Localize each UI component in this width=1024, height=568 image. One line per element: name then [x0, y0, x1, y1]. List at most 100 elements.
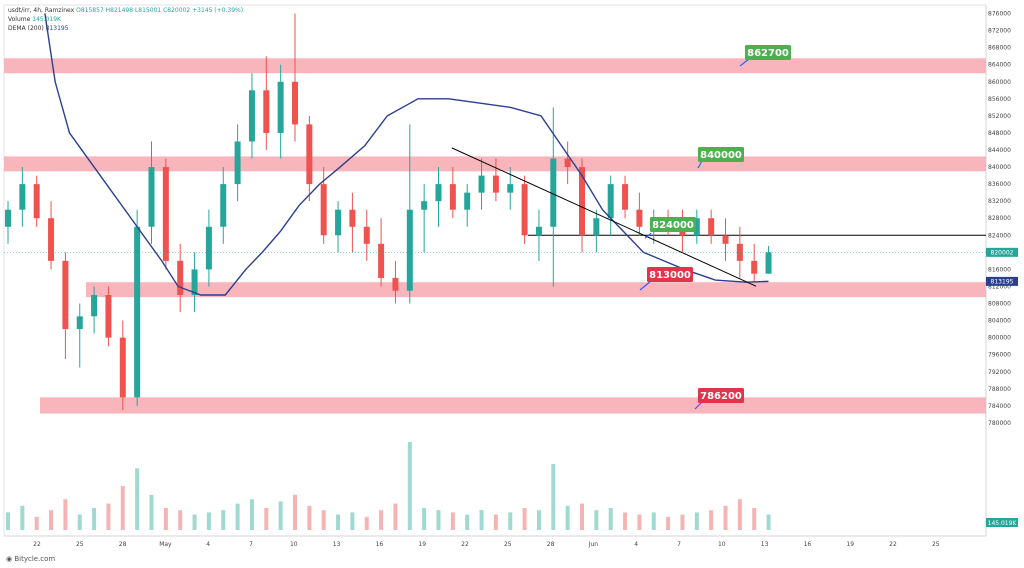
- volume-bar: [293, 494, 297, 530]
- volume-bar: [192, 514, 197, 530]
- y-tick-label: 828000: [988, 215, 1011, 222]
- candle-body: [33, 184, 40, 219]
- volume-bar: [20, 505, 25, 530]
- volume-bar: [278, 501, 283, 530]
- candle-body: [722, 235, 729, 244]
- y-tick-label: 792000: [988, 369, 1011, 376]
- y-tick-label: 840000: [988, 164, 1011, 171]
- x-tick-label: 22: [461, 541, 469, 548]
- volume-bar: [63, 499, 68, 530]
- last-price-tag: 820002: [991, 250, 1014, 257]
- callout-label-support: 786200: [700, 391, 742, 402]
- volume-tag: 145.019K: [988, 520, 1018, 527]
- volume-bar: [479, 510, 484, 530]
- candle-body: [134, 226, 141, 398]
- candle-body: [119, 337, 126, 398]
- x-tick-label: 4: [634, 541, 638, 548]
- callout-label-horizontal: 824000: [652, 220, 694, 231]
- volume-bar: [249, 499, 254, 530]
- candle-body: [292, 81, 298, 125]
- volume-bar: [637, 514, 642, 530]
- volume-bar: [163, 508, 168, 530]
- callout-pointer: [639, 280, 652, 291]
- candle-body: [693, 218, 700, 236]
- candle-body: [521, 184, 528, 236]
- volume-bar: [206, 512, 211, 530]
- y-tick-label: 812000: [988, 283, 1011, 290]
- volume-bar: [135, 468, 140, 530]
- candle-body: [234, 141, 241, 185]
- volume-bar: [709, 510, 714, 530]
- x-tick-label: 22: [33, 541, 41, 548]
- x-tick-label: Jun: [588, 541, 599, 548]
- y-tick-label: 784000: [988, 403, 1011, 410]
- volume-bar: [723, 505, 728, 530]
- legend-symbol: usdt/irr, 4h, Ramzinex: [8, 7, 75, 14]
- legend-dema-label: DEMA (200): [8, 25, 44, 32]
- x-tick-label: 28: [547, 541, 555, 548]
- x-tick-label: 7: [677, 541, 681, 548]
- volume-bar: [34, 516, 39, 530]
- volume-bar: [307, 505, 312, 530]
- callout-box: [745, 45, 791, 60]
- callout-pointer: [694, 401, 703, 410]
- volume-bar: [77, 514, 82, 530]
- candle-body: [435, 184, 442, 202]
- volume-bar: [149, 494, 154, 530]
- callout-pointer: [644, 232, 652, 239]
- legend-ohlc: O815857 H821498 L815001 C820002 +3145 (+…: [76, 7, 244, 14]
- candle-body: [91, 295, 98, 317]
- y-tick-label: 864000: [988, 62, 1011, 69]
- zone-resistance: [4, 58, 986, 74]
- candle-body: [76, 316, 83, 330]
- volume-bar: [680, 514, 685, 530]
- legend-volume-value: 145.019K: [32, 16, 61, 23]
- legend-volume-row: Volume 145.019K: [8, 15, 243, 24]
- candle-body: [5, 209, 11, 227]
- volume-bar: [608, 508, 613, 530]
- candle-body: [607, 184, 614, 219]
- candle-body: [622, 184, 629, 210]
- volume-bar: [92, 508, 97, 530]
- dema-price-tag: 813195: [991, 279, 1014, 286]
- candle-body: [62, 260, 69, 330]
- volume-tag-bg: [986, 518, 1018, 527]
- x-tick-label: May: [159, 541, 172, 548]
- footer-logo-icon: ◉: [6, 555, 15, 563]
- volume-bar: [752, 508, 757, 530]
- x-tick-label: 25: [932, 541, 940, 548]
- x-tick-label: 16: [376, 541, 384, 548]
- candle-body: [277, 81, 284, 133]
- x-tick-label: 16: [804, 541, 812, 548]
- candle-body: [478, 175, 485, 193]
- candle-body: [363, 226, 370, 244]
- candle-body: [19, 184, 26, 210]
- volume-bar: [120, 486, 125, 530]
- volume-bar: [235, 503, 240, 530]
- candle-body: [306, 124, 313, 185]
- candle-body: [162, 167, 169, 261]
- candle-body: [636, 209, 643, 227]
- legend-dema-value: 813195: [45, 25, 69, 32]
- candle-body: [177, 260, 184, 295]
- volume-bar: [536, 510, 541, 530]
- volume-bar: [651, 512, 656, 530]
- y-tick-label: 856000: [988, 96, 1011, 103]
- volume-bar: [407, 442, 412, 530]
- candle-body: [421, 201, 428, 210]
- candle-body: [148, 167, 155, 227]
- y-tick-label: 872000: [988, 28, 1011, 35]
- volume-bar: [565, 505, 570, 530]
- candle-body: [191, 269, 198, 295]
- volume-bar: [6, 512, 10, 530]
- candle-body: [248, 90, 255, 142]
- candle-body: [751, 260, 758, 274]
- candle-body: [105, 295, 112, 338]
- candle-body: [492, 175, 499, 193]
- dema-price-tag-bg: [986, 276, 1018, 286]
- callout-box: [650, 217, 696, 232]
- callout-box: [698, 388, 744, 403]
- x-tick-label: 25: [504, 541, 512, 548]
- x-tick-label: 19: [846, 541, 854, 548]
